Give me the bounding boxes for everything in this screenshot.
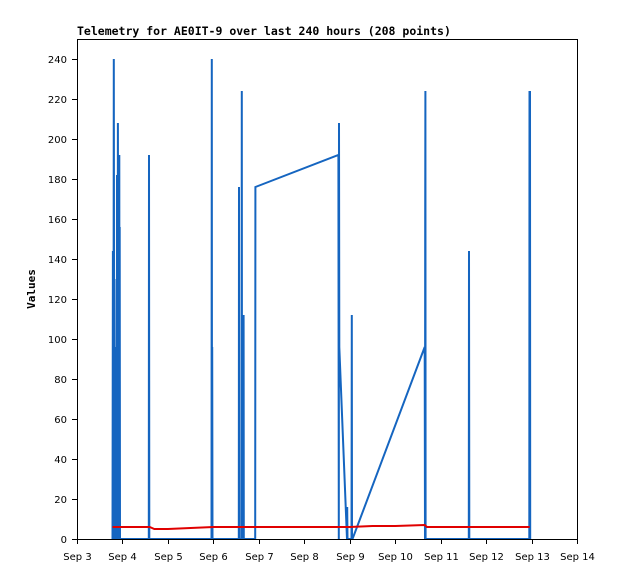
y-tick-label: 40 [54, 455, 67, 466]
chart-title: Telemetry for AE0IT-9 over last 240 hour… [77, 24, 451, 38]
x-tick-label: Sep 4 [108, 552, 136, 563]
y-tick-label: 20 [54, 495, 67, 506]
x-tick-label: Sep 12 [469, 552, 504, 563]
y-tick-label: 140 [48, 255, 67, 266]
y-tick-label: 0 [61, 535, 67, 546]
y-tick-label: 180 [48, 175, 67, 186]
y-tick-label: 60 [54, 415, 67, 426]
x-tick-label: Sep 7 [245, 552, 273, 563]
y-axis-label: Values [25, 269, 38, 309]
x-tick-label: Sep 5 [154, 552, 182, 563]
x-tick-label: Sep 10 [378, 552, 413, 563]
y-tick-label: 200 [48, 135, 67, 146]
x-tick-label: Sep 9 [336, 552, 364, 563]
x-tick-label: Sep 6 [199, 552, 227, 563]
x-tick-label: Sep 11 [424, 552, 459, 563]
series-line-2 [112, 523, 530, 530]
x-tick-label: Sep 3 [63, 552, 91, 563]
y-tick-label: 120 [48, 295, 67, 306]
y-axis-ticks: 0 20 40 60 80 100 120 140 160 180 200 220 240 [48, 55, 77, 546]
y-tick-label: 220 [48, 95, 67, 106]
y-tick-label: 80 [54, 375, 67, 386]
y-tick-label: 160 [48, 215, 67, 226]
x-tick-label: Sep 8 [290, 552, 318, 563]
x-tick-label: Sep 14 [560, 552, 595, 563]
x-axis-ticks: Sep 3 Sep 4 Sep 5 Sep 6 Sep 7 Sep 8 Sep 9 Sep 1… [63, 539, 595, 563]
y-tick-label: 100 [48, 335, 67, 346]
y-tick-label: 240 [48, 55, 67, 66]
x-tick-label: Sep 13 [515, 552, 550, 563]
